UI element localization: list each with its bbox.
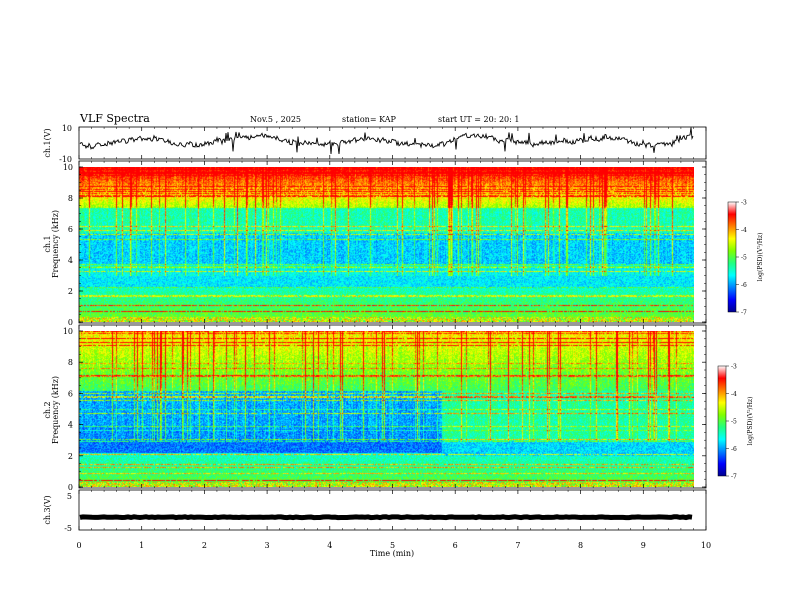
y-tick-label: 0 <box>68 483 73 492</box>
colorbar-tick-label: -7 <box>731 474 737 481</box>
ch1-waveform-frame <box>78 126 707 160</box>
ch1-spectrogram-image <box>79 167 694 322</box>
ch1-ytick-top: 10 <box>62 124 72 133</box>
ch2-colorbar: -3 -4 -5 -6 -7 log(PSD)(V²/Hz) <box>717 364 754 481</box>
ch2-spec-ylabel-frequency: Frequency (kHz) <box>51 376 60 444</box>
header-station: station= KAP <box>342 115 397 124</box>
ch1-spec-ylabel-frequency: Frequency (kHz) <box>51 210 60 278</box>
ch2-spectrogram-yticks: 10 8 6 4 2 0 <box>63 327 706 492</box>
x-tick-label: 2 <box>202 541 207 550</box>
header-start-time: start UT = 20: 20: 1 <box>438 115 519 124</box>
ch1-waveform-panel: 10 -10 ch.1(V) <box>43 124 707 164</box>
ch1-waveform-trace <box>79 127 694 155</box>
x-tick-label: 0 <box>76 541 81 550</box>
colorbar-tick-label: -7 <box>741 310 747 317</box>
ch3-waveform-frame <box>78 489 707 531</box>
colorbar-tick-label: -6 <box>731 446 737 453</box>
ch1-colorbar-gradient <box>727 201 737 313</box>
ch3-ylabel: ch.3(V) <box>43 495 52 524</box>
ch1-colorbar: -3 -4 -5 -6 -7 log(PSD)(V²/Hz) <box>727 200 764 317</box>
x-tick-label: 10 <box>701 541 711 550</box>
x-tick-label: 7 <box>515 541 520 550</box>
y-tick-label: 8 <box>68 358 73 367</box>
colorbar-tick-label: -6 <box>741 282 747 289</box>
ch1-colorbar-label: log(PSD)(V²/Hz) <box>757 233 764 282</box>
y-tick-label: 4 <box>68 421 73 430</box>
ch1-colorbar-ticks: -3 -4 -5 -6 -7 <box>736 200 747 317</box>
x-tick-label: 3 <box>265 541 270 550</box>
y-tick-label: 6 <box>68 389 73 398</box>
colorbar-tick-label: -5 <box>741 255 747 262</box>
ch2-colorbar-gradient <box>717 365 727 477</box>
ch2-spec-ylabel-channel: ch.2 <box>43 401 52 418</box>
x-tick-label: 6 <box>453 541 458 550</box>
ch1-spectrogram-yticks: 10 8 6 4 2 0 <box>63 163 706 327</box>
ch1-spectrogram-panel: 10 8 6 4 2 0 ch.1 Frequency (kHz) <box>43 160 707 327</box>
x-tick-label: 5 <box>390 541 395 550</box>
ch1-spec-ylabel-channel: ch.1 <box>43 235 52 252</box>
x-tick-label: 4 <box>327 541 332 550</box>
header-date: Nov.5 , 2025 <box>250 115 301 124</box>
ch3-waveform-panel: 5 -5 ch.3(V) <box>43 489 707 533</box>
time-axis-ticks: 0 1 2 3 4 5 6 7 8 9 10 <box>76 127 711 550</box>
colorbar-tick-label: -4 <box>731 391 737 398</box>
colorbar-tick-label: -3 <box>731 364 737 371</box>
y-tick-label: 0 <box>68 318 73 327</box>
y-tick-label: 6 <box>68 225 73 234</box>
y-tick-label: 10 <box>63 327 73 336</box>
ch2-colorbar-ticks: -3 -4 -5 -6 -7 <box>726 364 737 481</box>
time-axis-label: Time (min) <box>370 549 414 558</box>
colorbar-tick-label: -5 <box>731 419 737 426</box>
x-tick-label: 8 <box>578 541 583 550</box>
x-tick-label: 1 <box>139 541 144 550</box>
ch3-waveform-trace <box>79 514 693 521</box>
ch2-colorbar-label: log(PSD)(V²/Hz) <box>747 397 754 446</box>
y-tick-label: 10 <box>63 163 73 172</box>
ch3-ytick-top: 5 <box>67 492 72 501</box>
x-tick-label: 9 <box>641 541 646 550</box>
ch2-spectrogram-panel: 10 8 6 4 2 0 ch.2 Frequency (kHz) <box>43 324 707 492</box>
ch2-spectrogram-image <box>79 331 694 487</box>
colorbar-tick-label: -3 <box>741 200 747 207</box>
y-tick-label: 4 <box>68 256 73 265</box>
y-tick-label: 2 <box>68 452 73 461</box>
ch1-ylabel: ch.1(V) <box>43 128 52 157</box>
figure-title: VLF Spectra <box>79 112 150 125</box>
y-tick-label: 2 <box>68 287 73 296</box>
colorbar-tick-label: -4 <box>741 227 747 234</box>
ch1-ytick-bottom: -10 <box>59 155 72 164</box>
y-tick-label: 8 <box>68 194 73 203</box>
ch3-ytick-bottom: -5 <box>64 524 72 533</box>
